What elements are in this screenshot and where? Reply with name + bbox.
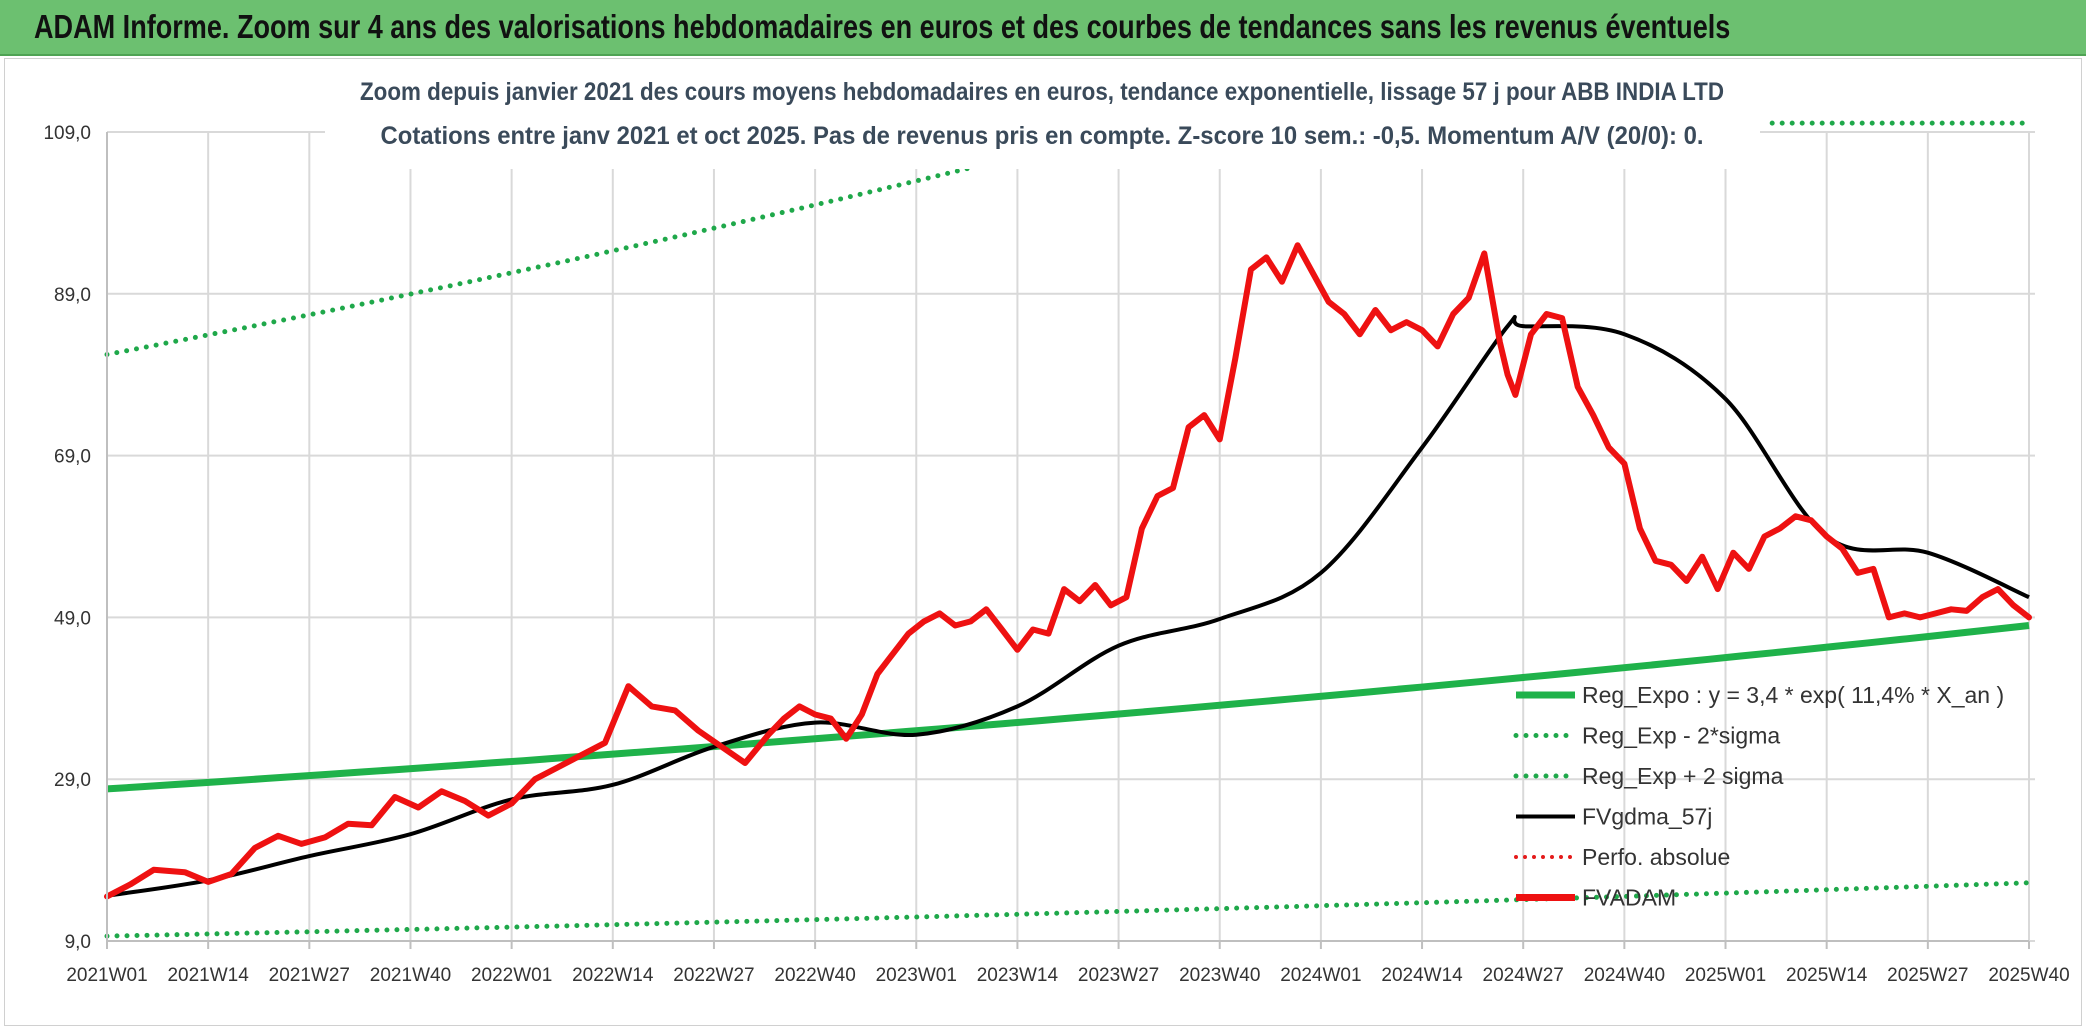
legend-label: Reg_Exp + 2 sigma [1582,763,1784,789]
x-tick-label: 2022W40 [774,965,855,986]
x-tick-label: 2023W01 [876,965,957,986]
x-tick-label: 2025W01 [1685,965,1766,986]
y-tick-label: 69,0 [54,447,91,468]
legend-label: Perfo. absolue [1582,844,1730,870]
x-tick-label: 2023W40 [1179,965,1260,986]
legend-label: Reg_Expo : y = 3,4 * exp( 11,4% * X_an ) [1582,682,2004,708]
x-tick-label: 2022W14 [572,965,654,986]
y-tick-label: 89,0 [54,285,91,306]
series-fvgdma-57j [106,314,2030,898]
x-tick-label: 2024W27 [1483,965,1564,986]
x-tick-label: 2024W40 [1584,965,1665,986]
x-tick-label: 2021W01 [66,965,147,986]
y-tick-label: 29,0 [54,770,91,791]
x-tick-label: 2021W27 [269,965,350,986]
x-tick-label: 2024W01 [1280,965,1361,986]
grid-layer [106,131,2035,942]
x-tick-label: 2025W40 [1988,965,2069,986]
title-layer: Zoom depuis janvier 2021 des cours moyen… [325,59,1760,169]
legend-layer: Reg_Expo : y = 3,4 * exp( 11,4% * X_an )… [1513,682,2004,911]
legend-label: Reg_Exp - 2*sigma [1582,723,1780,749]
axis-layer: 109,0 89,0 69,0 49,0 29,0 9,0 2021W01 2021W14 20… [43,123,2069,986]
legend-label: FVgdma_57j [1582,804,1712,830]
x-tick-label: 2024W14 [1381,965,1463,986]
chart-svg: Zoom depuis janvier 2021 des cours moyen… [43,59,2070,986]
report-banner: ADAM Informe. Zoom sur 4 ans des valoris… [0,0,2086,56]
title-backdrop [325,59,1760,169]
series-reg-exp-2-sigma [104,153,1020,357]
x-tick-label: 2023W14 [977,965,1059,986]
chart-subtitle: Cotations entre janv 2021 et oct 2025. P… [381,122,1704,150]
x-tick-label: 2023W27 [1078,965,1159,986]
series-fvadam [104,242,2032,900]
y-tick-label: 9,0 [65,932,91,953]
x-tick-label: 2025W14 [1786,965,1868,986]
series-reg-exp-2-sigma [104,880,2032,939]
y-tick-label: 49,0 [54,608,91,629]
chart-title: Zoom depuis janvier 2021 des cours moyen… [360,78,1724,106]
x-tick-label: 2022W27 [673,965,754,986]
y-tick-label: 109,0 [43,123,91,144]
series-layer [104,120,2032,939]
x-tick-label: 2022W01 [471,965,552,986]
legend-label: FVADAM [1582,885,1676,911]
x-tick-label: 2025W27 [1887,965,1968,986]
banner-title: ADAM Informe. Zoom sur 4 ans des valoris… [34,8,1731,45]
series-reg-expo [106,622,2030,793]
chart-frame: Zoom depuis janvier 2021 des cours moyen… [4,58,2082,1026]
x-tick-label: 2021W40 [370,965,451,986]
x-tick-label: 2021W14 [167,965,249,986]
